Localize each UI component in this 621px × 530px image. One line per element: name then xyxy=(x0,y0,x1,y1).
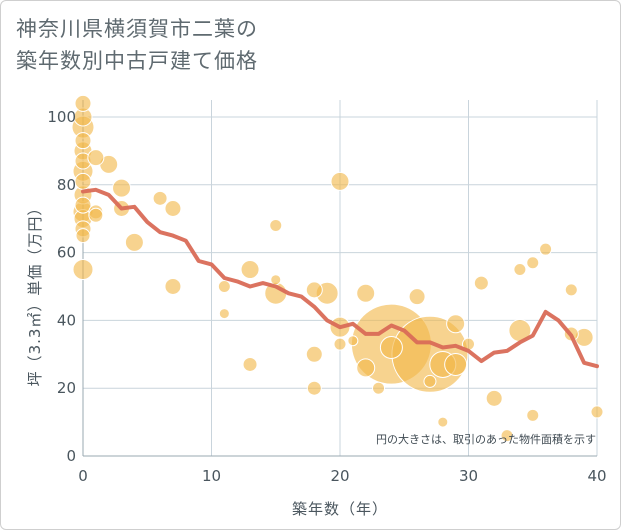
x-tick-label: 40 xyxy=(587,467,606,485)
y-tick-label: 0 xyxy=(66,447,76,465)
y-tick-label: 20 xyxy=(57,379,76,397)
bubble-layer xyxy=(71,94,604,443)
grid-lines xyxy=(82,100,598,457)
data-bubble xyxy=(74,172,92,190)
x-tick-label: 10 xyxy=(202,467,221,485)
data-bubble xyxy=(72,259,94,281)
data-bubble xyxy=(526,408,540,422)
data-bubble xyxy=(164,199,182,217)
data-bubble xyxy=(270,274,282,286)
data-bubble xyxy=(88,207,104,223)
x-tick-label: 0 xyxy=(78,467,88,485)
data-bubble xyxy=(372,381,386,395)
data-bubble xyxy=(564,283,578,297)
data-bubble xyxy=(408,288,426,306)
x-tick-label: 20 xyxy=(330,467,349,485)
data-bubble xyxy=(500,429,514,443)
data-bubble xyxy=(330,171,350,191)
data-bubble xyxy=(347,335,359,347)
data-bubble xyxy=(356,358,376,378)
data-bubble xyxy=(74,132,92,150)
data-bubble xyxy=(306,380,322,396)
data-bubble xyxy=(74,94,92,112)
data-bubble xyxy=(526,256,540,270)
data-bubble xyxy=(75,228,91,244)
data-bubble xyxy=(379,336,403,360)
data-bubble xyxy=(152,190,168,206)
trend-line-layer xyxy=(81,187,599,369)
y-tick-label: 100 xyxy=(47,108,76,126)
chart-title: 神奈川県横須賀市二葉の 築年数別中古戸建て価格 xyxy=(16,13,258,77)
data-bubble xyxy=(269,218,283,232)
y-axis-title: 坪（3.3㎡）単価（万円） xyxy=(26,200,44,387)
chart-title-line-2: 築年数別中古戸建て価格 xyxy=(16,49,258,73)
data-bubble xyxy=(473,275,489,291)
data-bubble xyxy=(539,242,553,256)
data-bubble xyxy=(513,263,527,277)
x-tick-label: 30 xyxy=(459,467,478,485)
data-bubble xyxy=(217,279,231,293)
data-bubble xyxy=(333,337,347,351)
data-bubble xyxy=(437,416,449,428)
data-bubble xyxy=(305,345,323,363)
y-tick-label: 60 xyxy=(57,244,76,262)
y-tick-label: 80 xyxy=(57,176,76,194)
data-bubble xyxy=(240,260,260,280)
x-axis-title: 築年数（年） xyxy=(292,500,388,518)
data-bubble xyxy=(74,196,92,214)
average-price-line xyxy=(81,187,599,369)
data-bubble xyxy=(112,178,132,198)
tick-labels: 0 10 20 30 40 0 20 40 60 80 100 xyxy=(47,108,606,485)
y-tick-label: 40 xyxy=(57,311,76,329)
data-bubble xyxy=(305,281,323,299)
data-bubble xyxy=(124,232,144,252)
data-bubble xyxy=(164,277,182,295)
data-bubble xyxy=(242,356,258,372)
data-bubble xyxy=(485,389,503,407)
data-bubble xyxy=(87,149,105,167)
data-bubble xyxy=(423,374,437,388)
data-bubble xyxy=(356,283,376,303)
data-bubble xyxy=(590,405,604,419)
data-bubble xyxy=(218,308,230,320)
chart-title-line-1: 神奈川県横須賀市二葉の xyxy=(16,17,258,41)
data-bubble xyxy=(444,352,468,376)
data-bubble xyxy=(446,314,466,334)
bubble-size-note: 円の大きさは、取引のあった物件面積を示す xyxy=(376,432,596,446)
